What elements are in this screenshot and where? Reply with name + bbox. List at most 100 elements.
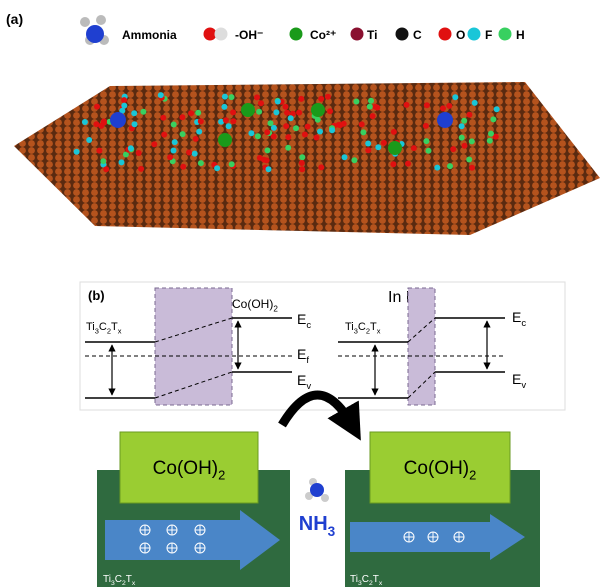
atom [273, 109, 279, 115]
text-part: C [358, 321, 366, 333]
atom [450, 146, 456, 152]
atom [434, 165, 440, 171]
atom [93, 121, 99, 127]
atom [86, 137, 92, 143]
level-label: Ef [297, 346, 309, 366]
atom [226, 123, 232, 129]
atom [171, 122, 177, 128]
atom [314, 135, 320, 141]
text-part: Co(OH) [404, 458, 469, 479]
atom [391, 129, 397, 135]
atom [325, 94, 331, 100]
atom [440, 105, 446, 111]
atom [285, 134, 291, 140]
atom [275, 99, 281, 105]
atom [494, 106, 500, 112]
atom [221, 104, 227, 110]
atom [266, 166, 272, 172]
legend-label: C [413, 28, 422, 42]
atom [188, 110, 194, 116]
atom [285, 145, 291, 151]
level-label: Ev [297, 372, 311, 392]
subscript: 3 [328, 524, 336, 539]
mxene-sheet [14, 82, 600, 235]
subscript: x [132, 580, 136, 587]
text-part: C [115, 574, 122, 585]
subscript: v [306, 381, 311, 392]
atom [128, 145, 134, 151]
atom [180, 131, 186, 137]
cobalt [241, 103, 255, 117]
level-label: Ec [512, 309, 526, 329]
atom [329, 127, 335, 133]
atom [229, 94, 235, 100]
legend-label: Ti [367, 28, 377, 42]
atom [223, 117, 229, 123]
panel-label: (a) [6, 11, 23, 27]
cobalt [388, 141, 402, 155]
interface [155, 288, 232, 405]
atom [96, 15, 106, 25]
atom [158, 92, 164, 98]
atom [469, 138, 475, 144]
atom [198, 160, 204, 166]
subscript: c [306, 320, 311, 331]
atom [370, 113, 376, 119]
atom [283, 123, 289, 129]
atom [132, 121, 138, 127]
atom [365, 147, 371, 153]
panel-frame [80, 282, 565, 410]
atom [459, 123, 465, 129]
atom [151, 141, 157, 147]
atom [375, 144, 381, 150]
text-part: Ti [345, 321, 354, 333]
material-label: Co(OH)2 [232, 297, 278, 314]
atom [161, 132, 167, 138]
atom [469, 165, 475, 171]
atom [193, 136, 199, 142]
text-part: Co(OH) [153, 458, 218, 479]
subscript: 2 [273, 305, 278, 314]
atom [264, 129, 270, 135]
atom [195, 110, 201, 116]
text-part: Ti [103, 574, 111, 585]
text-part: E [512, 371, 521, 387]
atom [381, 140, 387, 146]
ammonia-molecule [305, 478, 329, 502]
atom [261, 157, 267, 163]
subscript: v [521, 380, 526, 391]
atom [96, 148, 102, 154]
atom [192, 151, 198, 157]
text-part: E [297, 372, 306, 388]
material-label: Ti3C2Tx [345, 321, 381, 335]
atom [172, 139, 178, 145]
atom [100, 158, 106, 164]
atom [255, 133, 261, 139]
atom [256, 109, 262, 115]
text-part: C [362, 574, 369, 585]
atom [404, 102, 410, 108]
atom [82, 119, 88, 125]
legend-swatch [86, 25, 104, 43]
cobalt [311, 103, 325, 117]
atom [374, 105, 380, 111]
atom [459, 135, 465, 141]
atom [461, 118, 467, 124]
atom [171, 148, 177, 154]
atom [423, 123, 429, 129]
coating-label: Co(OH)2 [153, 458, 226, 483]
subscript: c [521, 318, 526, 329]
subscript: x [377, 326, 381, 335]
atom [180, 164, 186, 170]
atom [258, 100, 264, 106]
subscript: x [118, 326, 122, 335]
text-part: Ti [350, 574, 358, 585]
atom [299, 154, 305, 160]
atom [198, 118, 204, 124]
atom [318, 164, 324, 170]
atom [103, 166, 109, 172]
atom [254, 94, 260, 100]
atom [342, 154, 348, 160]
legend-label: Co²⁺ [310, 28, 336, 42]
